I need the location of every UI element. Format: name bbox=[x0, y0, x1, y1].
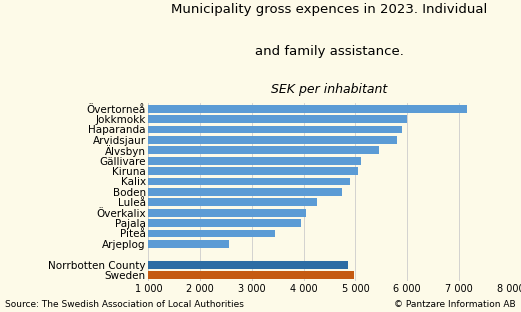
Text: © Pantzare Information AB: © Pantzare Information AB bbox=[394, 300, 516, 309]
Bar bbox=[97, 188, 342, 196]
Bar bbox=[97, 105, 467, 113]
Bar bbox=[97, 230, 275, 237]
Bar bbox=[97, 146, 379, 154]
Bar bbox=[97, 125, 402, 134]
Bar bbox=[97, 115, 407, 123]
Text: Municipality gross expences in 2023. Individual: Municipality gross expences in 2023. Ind… bbox=[171, 3, 488, 16]
Text: Source: The Swedish Association of Local Authorities: Source: The Swedish Association of Local… bbox=[5, 300, 244, 309]
Bar bbox=[97, 167, 358, 175]
Bar bbox=[97, 209, 306, 217]
Bar bbox=[97, 178, 350, 185]
Bar bbox=[97, 198, 317, 206]
Bar bbox=[97, 240, 229, 248]
Text: and family assistance.: and family assistance. bbox=[255, 45, 404, 58]
Bar bbox=[97, 157, 361, 165]
Bar bbox=[97, 271, 354, 279]
Bar bbox=[97, 261, 348, 269]
Text: SEK per inhabitant: SEK per inhabitant bbox=[271, 83, 388, 96]
Bar bbox=[97, 136, 397, 144]
Bar bbox=[97, 219, 301, 227]
